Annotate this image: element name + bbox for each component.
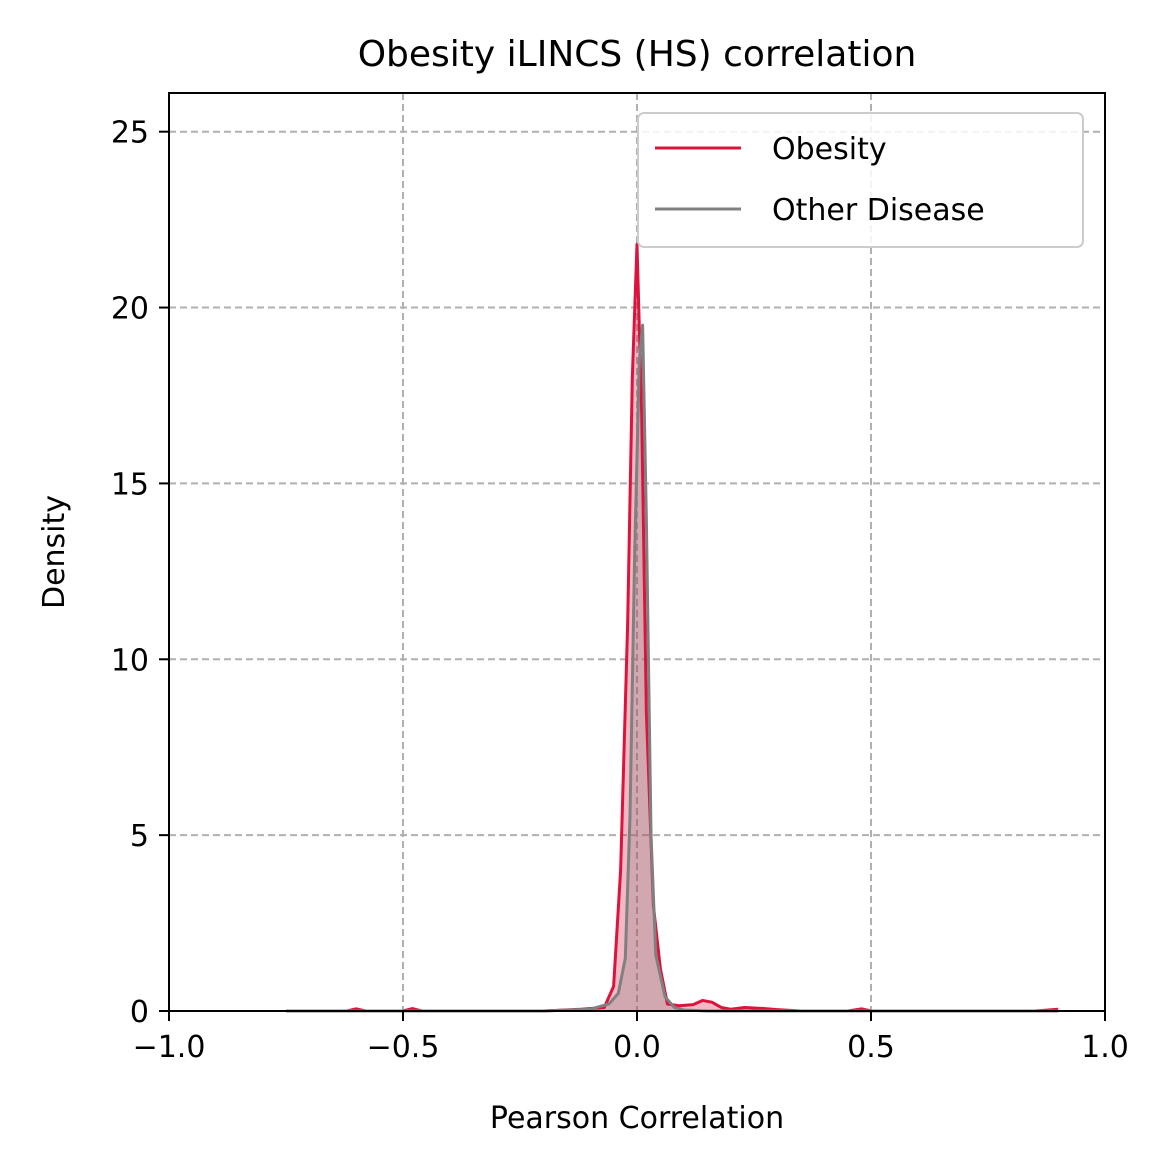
- y-tick-label: 0: [130, 995, 149, 1030]
- x-tick-label: 1.0: [1081, 1030, 1129, 1065]
- axis-ticks: −1.0 −0.5 0.0 0.5 1.0 0 5 10 15 20 25: [111, 116, 1129, 1065]
- series-fills: [286, 244, 1059, 1012]
- x-tick-label: −0.5: [367, 1030, 440, 1065]
- obesity-line: [286, 242, 1059, 1013]
- y-tick-label: 15: [111, 467, 149, 502]
- other-disease-area: [286, 325, 1059, 1011]
- x-tick-label: −1.0: [133, 1030, 206, 1065]
- chart-title: Obesity iLINCS (HS) correlation: [358, 34, 917, 75]
- y-axis-title: Density: [37, 495, 72, 609]
- obesity-area: [286, 244, 1059, 1012]
- x-tick-label: 0.0: [613, 1030, 661, 1065]
- legend-label-other-disease: Other Disease: [772, 193, 985, 228]
- y-tick-label: 5: [130, 819, 149, 854]
- y-tick-label: 20: [111, 292, 149, 327]
- legend-label-obesity: Obesity: [772, 132, 887, 167]
- other-disease-line: [286, 323, 1059, 1013]
- y-tick-label: 25: [111, 116, 149, 151]
- y-tick-label: 10: [111, 643, 149, 678]
- legend: Obesity Other Disease: [637, 112, 1084, 248]
- x-tick-label: 0.5: [847, 1030, 895, 1065]
- series-lines: [286, 242, 1059, 1013]
- x-axis-title: Pearson Correlation: [490, 1101, 784, 1136]
- legend-box: [637, 112, 1084, 248]
